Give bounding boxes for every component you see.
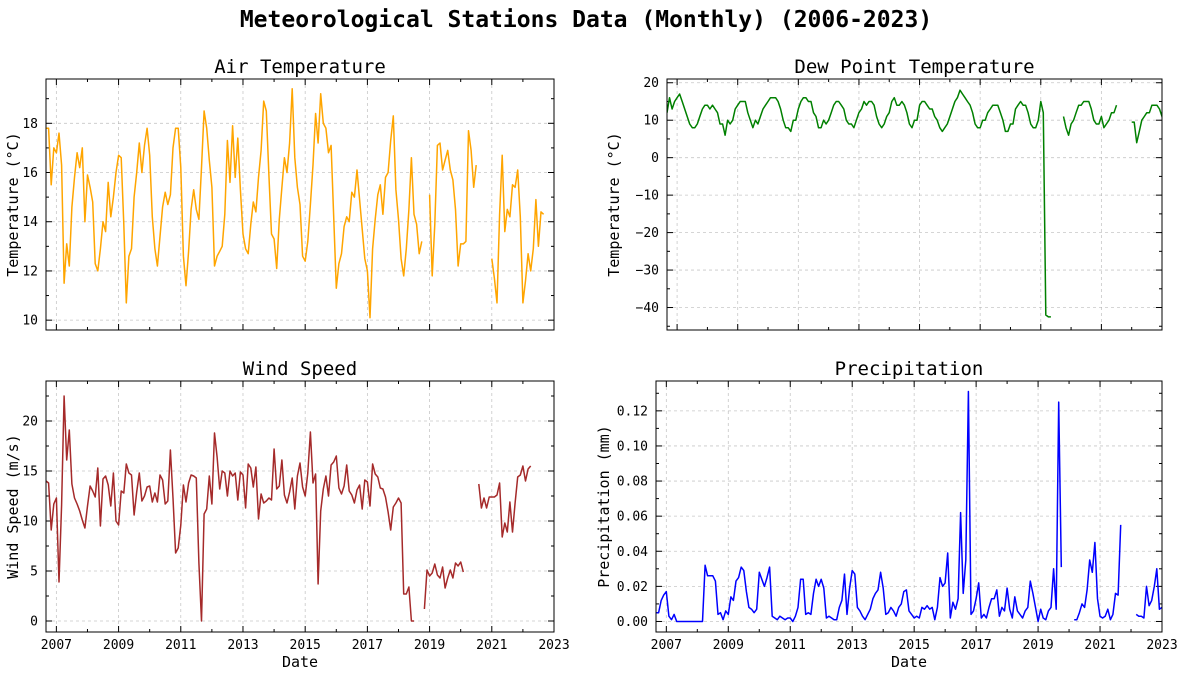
chart-title: Air Temperature bbox=[214, 56, 386, 78]
series-line bbox=[46, 88, 545, 319]
x-tick-label: 2009 bbox=[713, 638, 744, 653]
chart-title: Dew Point Temperature bbox=[794, 56, 1034, 78]
y-tick-label: 15 bbox=[22, 465, 38, 480]
x-tick-label: 2021 bbox=[1084, 638, 1115, 653]
y-tick-label: 0 bbox=[651, 151, 659, 166]
x-tick-label: 2009 bbox=[103, 638, 134, 653]
x-tick-label: 2013 bbox=[227, 638, 258, 653]
x-tick-label: 2015 bbox=[290, 638, 321, 653]
figure-title: Meteorological Stations Data (Monthly) (… bbox=[240, 7, 932, 33]
y-axis-label: Temperature (°C) bbox=[605, 132, 623, 277]
chart-panels: 10 12 14 16 18 Air Temperature Temperature (°C… bbox=[4, 56, 1178, 671]
x-tick-label: 2015 bbox=[899, 638, 930, 653]
y-tick-label: 16 bbox=[22, 166, 38, 181]
x-tick-label: 2017 bbox=[352, 638, 383, 653]
chart-title: Wind Speed bbox=[243, 358, 357, 380]
y-axis-label: Temperature (°C) bbox=[4, 132, 22, 277]
y-axis-label: Precipitation (mm) bbox=[595, 425, 613, 588]
x-axis-label: Date bbox=[282, 653, 318, 671]
y-tick-label: −20 bbox=[636, 226, 659, 241]
y-axis-label: Wind Speed (m/s) bbox=[4, 434, 22, 579]
x-tick-label: 2019 bbox=[414, 638, 445, 653]
y-tick-label: 0.06 bbox=[617, 510, 648, 525]
y-tick-label: 0.02 bbox=[617, 580, 648, 595]
y-tick-label: 5 bbox=[30, 565, 38, 580]
y-tick-label: −40 bbox=[636, 301, 659, 316]
y-tick-label: 0.10 bbox=[617, 439, 648, 454]
y-tick-label: 0.04 bbox=[617, 545, 648, 560]
chart-title: Precipitation bbox=[835, 358, 984, 380]
y-tick-label: −10 bbox=[636, 189, 659, 204]
y-tick-label: 12 bbox=[22, 264, 38, 279]
y-tick-label: 0.00 bbox=[617, 615, 648, 630]
plot-frame bbox=[45, 78, 555, 331]
y-tick-label: 0.08 bbox=[617, 475, 648, 490]
series-line bbox=[46, 395, 532, 622]
x-tick-label: 2007 bbox=[651, 638, 682, 653]
y-tick-label: 0 bbox=[30, 615, 38, 630]
x-tick-label: 2021 bbox=[476, 638, 507, 653]
x-tick-label: 2011 bbox=[165, 638, 196, 653]
x-tick-label: 2023 bbox=[538, 638, 569, 653]
x-tick-label: 2013 bbox=[837, 638, 868, 653]
y-tick-label: 20 bbox=[22, 415, 38, 430]
series-line bbox=[667, 89, 1162, 318]
plot-frame bbox=[45, 380, 555, 633]
chart-air-temperature: 10 12 14 16 18 Air Temperature Temperature (°C… bbox=[4, 56, 555, 331]
y-tick-label: 0.12 bbox=[617, 404, 648, 419]
chart-wind-speed: 2007 2009 2011 2013 2015 2017 2019 2021 20230510… bbox=[4, 358, 570, 671]
chart-dew-point: −40 −30 −20 −10 0 10 20 Dew Point Temperature Te… bbox=[605, 56, 1163, 331]
x-tick-label: 2019 bbox=[1022, 638, 1053, 653]
plot-frame bbox=[666, 78, 1163, 331]
plot-frame bbox=[655, 380, 1163, 633]
y-tick-label: 10 bbox=[22, 515, 38, 530]
x-axis-label: Date bbox=[891, 653, 927, 671]
y-tick-label: 10 bbox=[22, 314, 38, 329]
y-tick-label: 10 bbox=[643, 114, 659, 129]
chart-precipitation: 2007 2009 2011 2013 2015 2017 2019 2021 2023 0.00… bbox=[595, 358, 1178, 671]
x-tick-label: 2007 bbox=[41, 638, 72, 653]
x-tick-label: 2011 bbox=[775, 638, 806, 653]
y-tick-label: 18 bbox=[22, 117, 38, 132]
y-tick-label: 20 bbox=[643, 76, 659, 91]
y-tick-label: −30 bbox=[636, 264, 659, 279]
x-tick-label: 2023 bbox=[1146, 638, 1177, 653]
y-tick-label: 14 bbox=[22, 215, 38, 230]
x-tick-label: 2017 bbox=[960, 638, 991, 653]
series-line bbox=[656, 390, 1162, 623]
